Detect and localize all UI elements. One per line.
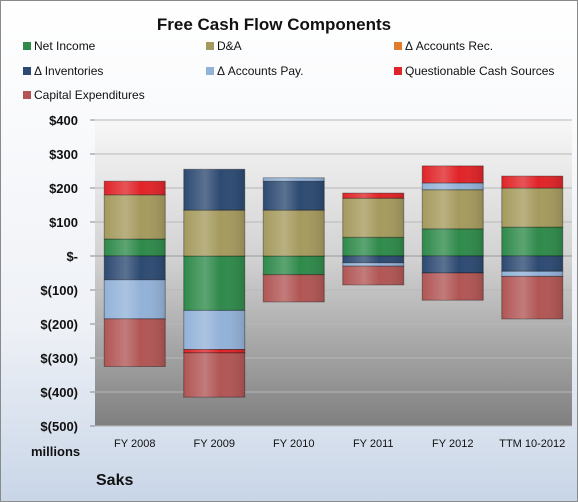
bar-shine xyxy=(422,273,484,301)
bar-shine xyxy=(342,237,404,256)
bar-shine xyxy=(501,276,563,319)
y-tick-label: $(100) xyxy=(40,283,78,298)
bar-shine xyxy=(104,256,166,280)
bar-shine xyxy=(183,256,245,311)
legend-swatch xyxy=(23,91,31,99)
y-axis-labels: $400 $300 $200 $100 $- $(100) $(200) $(300) $(40… xyxy=(40,113,78,434)
bar-shine xyxy=(183,169,245,211)
x-tick-label: FY 2008 xyxy=(114,438,155,450)
bar-shine xyxy=(422,228,484,256)
y-tick-label: $(400) xyxy=(40,385,78,400)
bar-shine xyxy=(104,194,166,239)
legend-item-capex: Capital Expenditures xyxy=(23,88,145,102)
company-name: Saks xyxy=(96,472,134,489)
x-axis-labels: FY 2008 FY 2009 FY 2010 FY 2011 FY 2012 TTM 1… xyxy=(114,438,565,450)
y-tick-label: $(500) xyxy=(40,419,78,434)
x-tick-label: FY 2012 xyxy=(432,438,473,450)
bar-shine xyxy=(501,188,563,228)
bar-shine xyxy=(263,274,325,302)
x-tick-label: TTM 10-2012 xyxy=(499,438,565,450)
y-tick-label: $400 xyxy=(49,113,78,128)
bar-shine xyxy=(422,189,484,229)
legend-swatch xyxy=(206,67,214,75)
legend-swatch xyxy=(23,67,31,75)
bar-shine xyxy=(183,210,245,256)
bar-shine xyxy=(422,165,484,183)
bar-shine xyxy=(501,227,563,256)
bars xyxy=(103,165,564,398)
bar-shine xyxy=(422,256,484,273)
bar-shine xyxy=(183,310,245,350)
legend-item-accounts-rec: Δ Accounts Rec. xyxy=(394,39,493,53)
bar-shine xyxy=(501,256,563,272)
legend-item-da: D&A xyxy=(206,39,242,53)
legend-item-questionable-cash: Questionable Cash Sources xyxy=(394,64,554,78)
legend-item-net-income: Net Income xyxy=(23,39,95,53)
legend-swatch xyxy=(23,42,31,50)
bar-shine xyxy=(104,279,166,319)
y-tick-label: $100 xyxy=(49,215,78,230)
bar-shine xyxy=(183,352,245,398)
plot-background xyxy=(95,120,572,426)
bar-shine xyxy=(263,177,325,182)
bar-shine xyxy=(183,349,245,353)
bar-shine xyxy=(342,262,404,267)
gridlines xyxy=(90,119,572,427)
legend-swatch xyxy=(394,42,402,50)
x-tick-label: FY 2011 xyxy=(353,438,394,450)
legend-item-accounts-pay: Δ Accounts Pay. xyxy=(206,64,304,78)
units-label: millions xyxy=(31,444,81,459)
y-tick-label: $(300) xyxy=(40,351,78,366)
bar-shine xyxy=(104,239,166,256)
legend-swatch xyxy=(394,67,402,75)
bar-shine xyxy=(342,266,404,285)
bar-shine xyxy=(342,256,404,263)
bar-shine xyxy=(501,271,563,277)
legend-item-inventories: Δ Inventories xyxy=(23,64,103,78)
bar-shine xyxy=(263,181,325,211)
bar-shine xyxy=(422,182,484,190)
y-tick-label: $(200) xyxy=(40,317,78,332)
y-tick-label: $200 xyxy=(49,181,78,196)
bar-shine xyxy=(501,176,563,188)
x-tick-label: FY 2009 xyxy=(194,438,235,450)
legend-swatch xyxy=(206,42,214,50)
chart-title: Free Cash Flow Components xyxy=(156,15,392,34)
bar-shine xyxy=(263,256,325,275)
x-tick-label: FY 2010 xyxy=(273,438,314,450)
bar-shine xyxy=(342,193,404,199)
bar-shine xyxy=(263,210,325,256)
bar-shine xyxy=(104,318,166,367)
y-tick-label: $300 xyxy=(49,147,78,162)
y-tick-label: $- xyxy=(66,249,78,264)
bar-shine xyxy=(104,181,166,195)
bar-shine xyxy=(342,198,404,238)
